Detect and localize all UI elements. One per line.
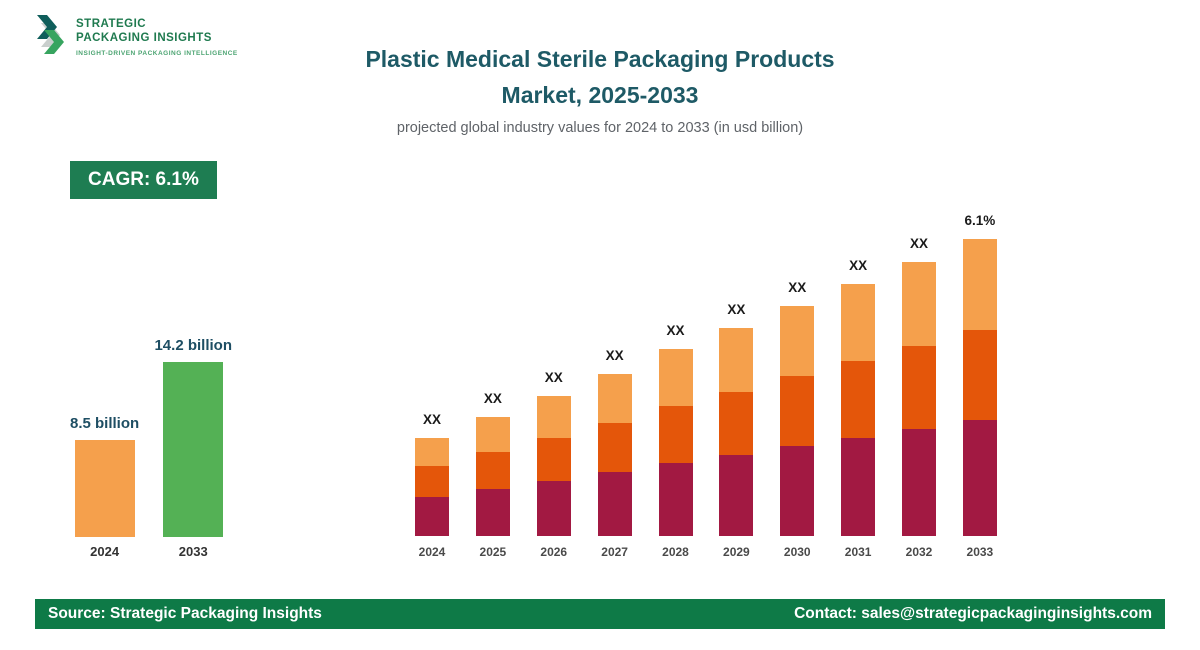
comparison-bar-chart: 8.5 billion 2024 14.2 billion 2033 [70, 310, 232, 560]
x-axis-label: 2025 [479, 545, 507, 559]
top-segment [902, 262, 936, 346]
logo-tagline: INSIGHT-DRIVEN PACKAGING INTELLIGENCE [76, 49, 238, 57]
stacked-bar [841, 284, 876, 536]
page-subtitle: projected global industry values for 202… [396, 120, 804, 137]
middle-segment [475, 452, 510, 489]
stacked-bar-group: XX 2027 [597, 188, 632, 560]
x-axis-label: 2027 [601, 545, 628, 559]
x-axis-label: 2032 [905, 545, 933, 559]
stacked-bar-group: XX 2029 [719, 188, 754, 560]
stacked-bar [902, 262, 936, 536]
logo-name-line2: PACKAGING INSIGHTS [76, 32, 212, 45]
footer-source: Source: Strategic Packaging Insights [48, 605, 322, 622]
stacked-bar [536, 396, 571, 536]
x-axis-label: 2030 [783, 545, 811, 559]
top-segment [841, 284, 876, 361]
bottom-segment [415, 497, 449, 536]
bottom-segment [536, 481, 571, 536]
bottom-segment [658, 463, 693, 536]
bottom-segment [475, 489, 510, 536]
bar-value-label: XX [544, 370, 563, 385]
bar-value-label: XX [483, 391, 502, 406]
x-axis-label: 2024 [418, 545, 446, 559]
page-title: Plastic Medical Sterile Packaging Produc… [0, 42, 1200, 113]
bar-value-label: 8.5 billion [70, 415, 140, 432]
stacked-bar [719, 328, 754, 536]
stacked-bar [658, 349, 693, 536]
x-axis-label: 2033 [178, 544, 208, 559]
footer-bar: Source: Strategic Packaging Insights Con… [35, 599, 1165, 629]
stacked-bar [962, 239, 997, 536]
stacked-bar-group: XX 2031 [841, 188, 876, 560]
footer-contact: Contact: sales@strategicpackaginginsight… [794, 605, 1152, 622]
bottom-segment [780, 446, 815, 536]
stacked-bar [475, 417, 510, 536]
bar [74, 440, 135, 537]
bar-value-label: XX [666, 323, 685, 338]
stacked-bar [415, 438, 449, 536]
middle-segment [902, 346, 936, 429]
stacked-bar [780, 306, 815, 536]
title-block: Plastic Medical Sterile Packaging Produc… [0, 42, 1200, 136]
bar-value-label: XX [909, 236, 928, 251]
bottom-segment [841, 438, 876, 536]
bar-value-label: XX [605, 348, 624, 363]
bar-value-label: XX [727, 302, 746, 317]
x-axis-label: 2026 [540, 545, 568, 559]
stacked-bar-group: XX 2032 [902, 188, 936, 560]
stacked-bar-group: XX 2024 [415, 188, 449, 560]
page-title-line1: Plastic Medical Sterile Packaging Produc… [365, 46, 835, 72]
middle-segment [415, 466, 449, 497]
mini-bar-group: 14.2 billion 2033 [154, 310, 232, 560]
stacked-bar-group: 6.1% 2033 [962, 188, 997, 560]
middle-segment [841, 361, 876, 438]
x-axis-label: 2028 [662, 545, 689, 559]
bar-value-label: 14.2 billion [154, 337, 232, 354]
x-axis-label: 2033 [966, 545, 994, 559]
page-title-line2: Market, 2025-2033 [501, 81, 699, 108]
middle-segment [597, 423, 632, 472]
top-segment [780, 306, 815, 376]
bar-value-label: XX [422, 412, 441, 427]
bar-value-label: 6.1% [964, 213, 996, 228]
stacked-bar [597, 374, 632, 536]
x-axis-label: 2031 [844, 545, 872, 559]
logo-icon [37, 15, 64, 54]
stacked-bar-chart: XX 2024 XX 2025 XX 2026 XX 2027 XX 2028 XX 2029 XX 20… [415, 188, 997, 560]
bottom-segment [962, 420, 997, 536]
stacked-bar-group: XX 2026 [536, 188, 571, 560]
middle-segment [962, 330, 997, 420]
x-axis-label: 2024 [90, 544, 120, 559]
logo-text: STRATEGIC PACKAGING INSIGHTS INSIGHT-DRI… [76, 13, 238, 57]
middle-segment [658, 406, 693, 463]
top-segment [536, 396, 571, 438]
mini-bar-group: 8.5 billion 2024 [70, 310, 139, 560]
top-segment [658, 349, 693, 406]
cagr-badge: CAGR: 6.1% [70, 161, 217, 199]
stacked-bar-group: XX 2028 [658, 188, 693, 560]
stacked-bar-group: XX 2030 [780, 188, 815, 560]
bottom-segment [719, 455, 754, 536]
bar [163, 362, 224, 537]
top-segment [962, 239, 997, 330]
bottom-segment [597, 472, 632, 536]
middle-segment [719, 392, 754, 455]
logo: STRATEGIC PACKAGING INSIGHTS INSIGHT-DRI… [35, 13, 238, 59]
top-segment [719, 328, 754, 392]
middle-segment [780, 376, 815, 446]
logo-name-line1: STRATEGIC [76, 18, 147, 30]
stacked-bar-group: XX 2025 [475, 188, 510, 560]
x-axis-label: 2029 [723, 545, 750, 559]
bottom-segment [902, 429, 936, 536]
top-segment [597, 374, 632, 423]
middle-segment [536, 438, 571, 481]
bar-value-label: XX [788, 280, 807, 295]
top-segment [415, 438, 449, 466]
top-segment [475, 417, 510, 452]
bar-value-label: XX [849, 258, 868, 273]
